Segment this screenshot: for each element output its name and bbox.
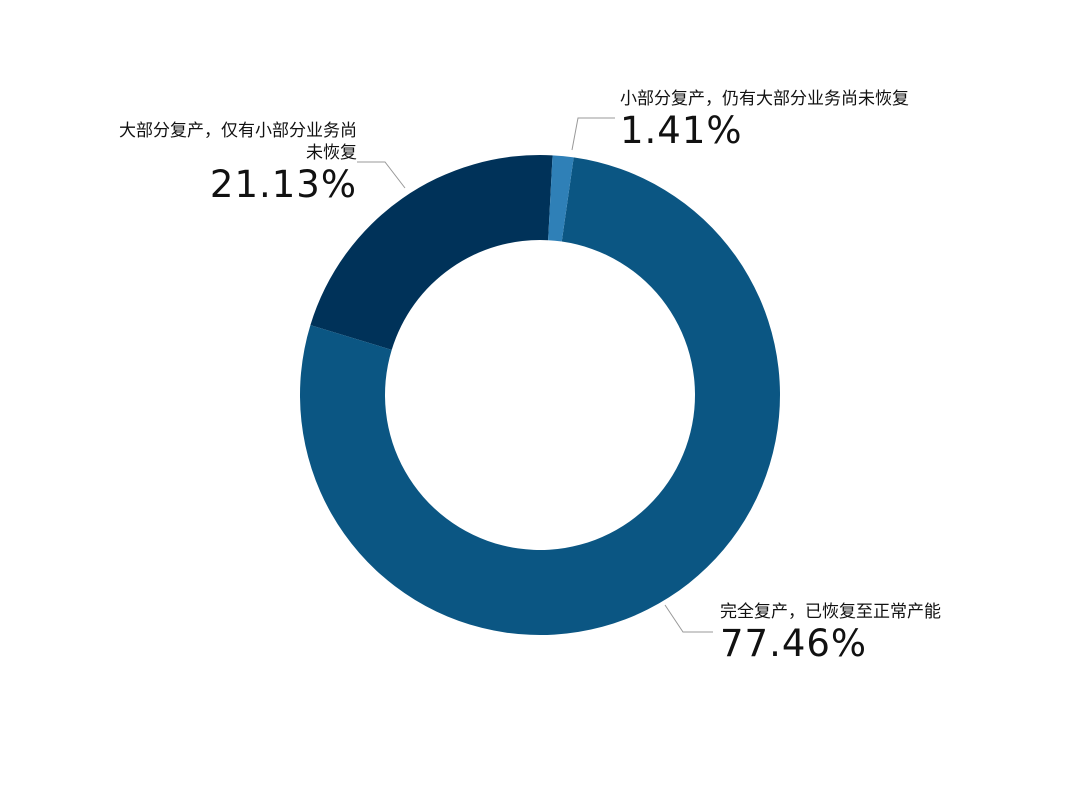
leader-line: [571, 117, 615, 151]
donut-slice: [300, 157, 780, 635]
donut-slice: [548, 155, 574, 242]
donut-slice: [310, 155, 553, 350]
category-label: 完全复产，已恢复至正常产能: [720, 602, 941, 622]
category-label: 大部分复产，仅有小部分业务尚未恢复: [119, 121, 357, 163]
slice-label: 完全复产，已恢复至正常产能 77.46%: [720, 601, 1020, 665]
value-label: 21.13%: [209, 163, 357, 206]
slice-label: 大部分复产，仅有小部分业务尚未恢复 21.13%: [107, 120, 357, 206]
leader-line: [357, 161, 406, 189]
slice-label: 小部分复产，仍有大部分业务尚未恢复 1.41%: [620, 88, 980, 152]
value-label: 77.46%: [720, 622, 868, 665]
value-label: 1.41%: [620, 109, 743, 152]
category-label: 小部分复产，仍有大部分业务尚未恢复: [620, 89, 909, 109]
leader-line: [664, 604, 713, 633]
